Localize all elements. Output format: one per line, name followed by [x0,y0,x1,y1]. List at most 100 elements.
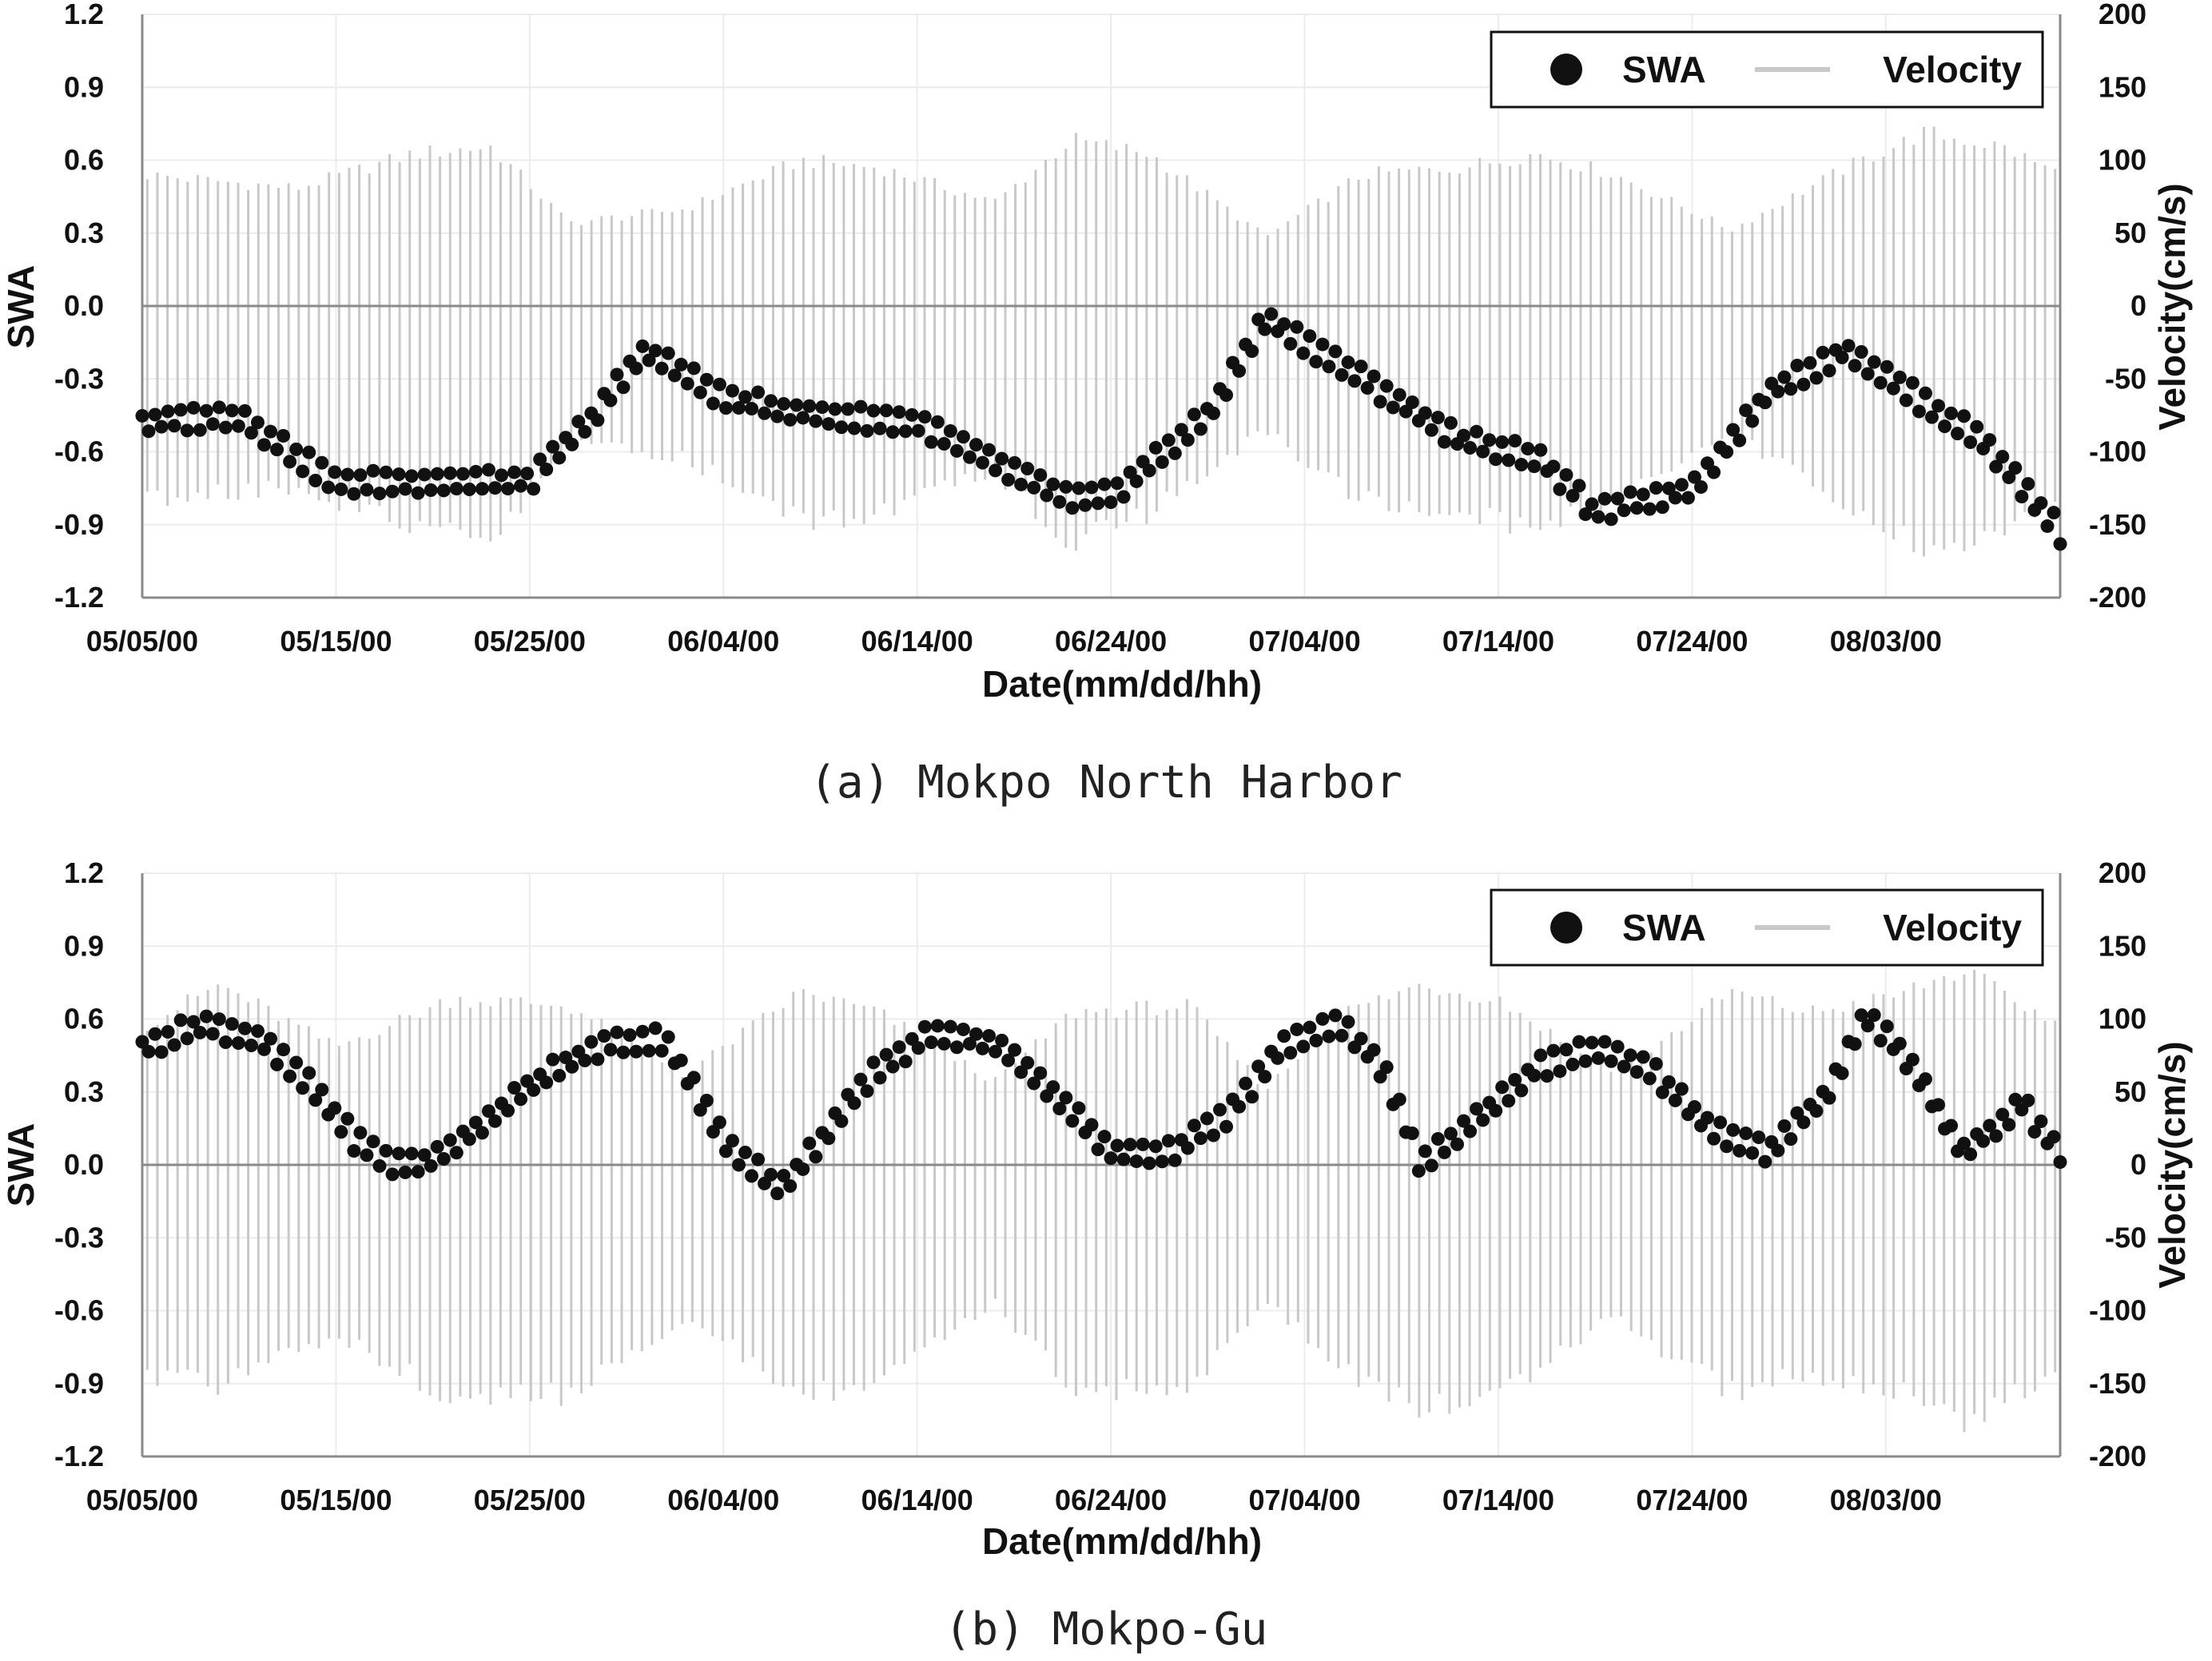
swa-point [892,405,906,419]
swa-point [783,412,798,427]
swa-point [578,425,592,439]
swa-point [1668,1093,1682,1107]
swa-point [1084,480,1099,495]
swa-point [1796,1115,1811,1130]
swa-point [603,393,618,407]
swa-point [1585,1035,1599,1050]
swa-point [1142,1156,1156,1170]
swa-point [1623,1048,1637,1063]
swa-point [1059,479,1073,494]
y2-tick-label: 100 [2099,1003,2146,1035]
swa-point [1617,1059,1631,1074]
swa-point [1758,1154,1772,1169]
plot-axes [141,14,2062,599]
swa-point [1629,1065,1644,1079]
swa-point [1097,477,1112,491]
swa-point [1392,1092,1406,1107]
swa-series-points [135,1008,2067,1201]
legend-velocity-label: Velocity [1883,49,2022,90]
swa-point [218,420,233,435]
swa-point [1905,1052,1920,1067]
swa-point [302,1066,316,1080]
swa-point [1867,1008,1881,1023]
swa-point [1924,410,1939,424]
swa-point [1841,339,1856,353]
swa-point [995,451,1009,466]
swa-point [1970,419,1984,434]
y-tick-label: -1.2 [54,1440,104,1472]
swa-point [584,1035,599,1049]
swa-point [1559,467,1573,482]
swa-point [873,421,887,435]
swa-point [244,426,258,440]
swa-point [1322,360,1336,374]
y2-tick-label: 50 [2115,217,2146,249]
swa-point [2047,506,2061,520]
legend: SWA Velocity [1490,30,2044,109]
swa-point [1264,307,1279,321]
y2-tick-label: -100 [2089,435,2146,468]
swa-point [411,1165,425,1179]
x-tick-label: 08/03/00 [1830,625,1942,658]
swa-point [552,451,567,465]
swa-point [141,1044,156,1059]
swa-point [1502,1094,1516,1108]
swa-point [481,1104,495,1119]
swa-point [487,1114,502,1128]
swa-point [982,443,997,457]
swa-point [834,420,849,435]
swa-point [180,423,194,438]
y-tick-label: 1.2 [64,856,104,889]
y-tick-label: -0.3 [54,1221,104,1254]
swa-point [1193,1131,1207,1146]
y-tick-label: 0.6 [64,144,104,177]
swa-point [1104,495,1118,510]
swa-point [1065,501,1080,515]
swa-point [237,403,252,418]
swa-point [1360,380,1375,395]
swa-point [430,1139,444,1154]
swa-point [1610,491,1625,506]
swa-point [1733,1143,1747,1158]
swa-point [680,376,694,391]
y-tick-label: -0.3 [54,362,104,395]
swa-point [1623,485,1637,499]
swa-point [982,1028,997,1043]
swa-point [1591,510,1605,524]
swa-point [1303,329,1317,344]
swa-point [1341,355,1355,369]
swa-point [2002,1118,2016,1132]
swa-point [1091,496,1105,511]
swa-point [674,357,688,372]
swa-point [1963,1147,1978,1162]
swa-point [911,1041,925,1055]
swa-point [1379,379,1394,393]
swa-point [1867,355,1881,369]
y-tick-label: 0.3 [64,1075,104,1108]
swa-point [1572,1035,1586,1049]
swa-point [1642,1071,1657,1086]
swa-point [1457,1114,1471,1128]
swa-point [1212,1103,1227,1117]
swa-point [989,1044,1003,1059]
swa-point [1873,376,1888,390]
velocity-series-lines [145,126,2057,557]
swa-point [1405,395,1419,409]
swa-point [591,413,605,427]
swa-point [193,1025,207,1039]
swa-point [1232,364,1247,378]
swa-point [796,1162,810,1176]
swa-point [225,403,239,418]
swa-point [1148,440,1163,455]
legend-swa-label: SWA [1622,49,1706,90]
swa-point [1046,477,1060,491]
swa-point [270,1057,284,1071]
swa-point [315,455,329,470]
swa-point [885,425,900,439]
swa-point [225,1017,239,1031]
x-tick-label: 06/04/00 [667,1484,779,1516]
swa-point [1495,435,1510,449]
swa-point [1983,1119,1997,1133]
y2-tick-label: 0 [2130,1148,2146,1181]
swa-point [1463,440,1478,455]
